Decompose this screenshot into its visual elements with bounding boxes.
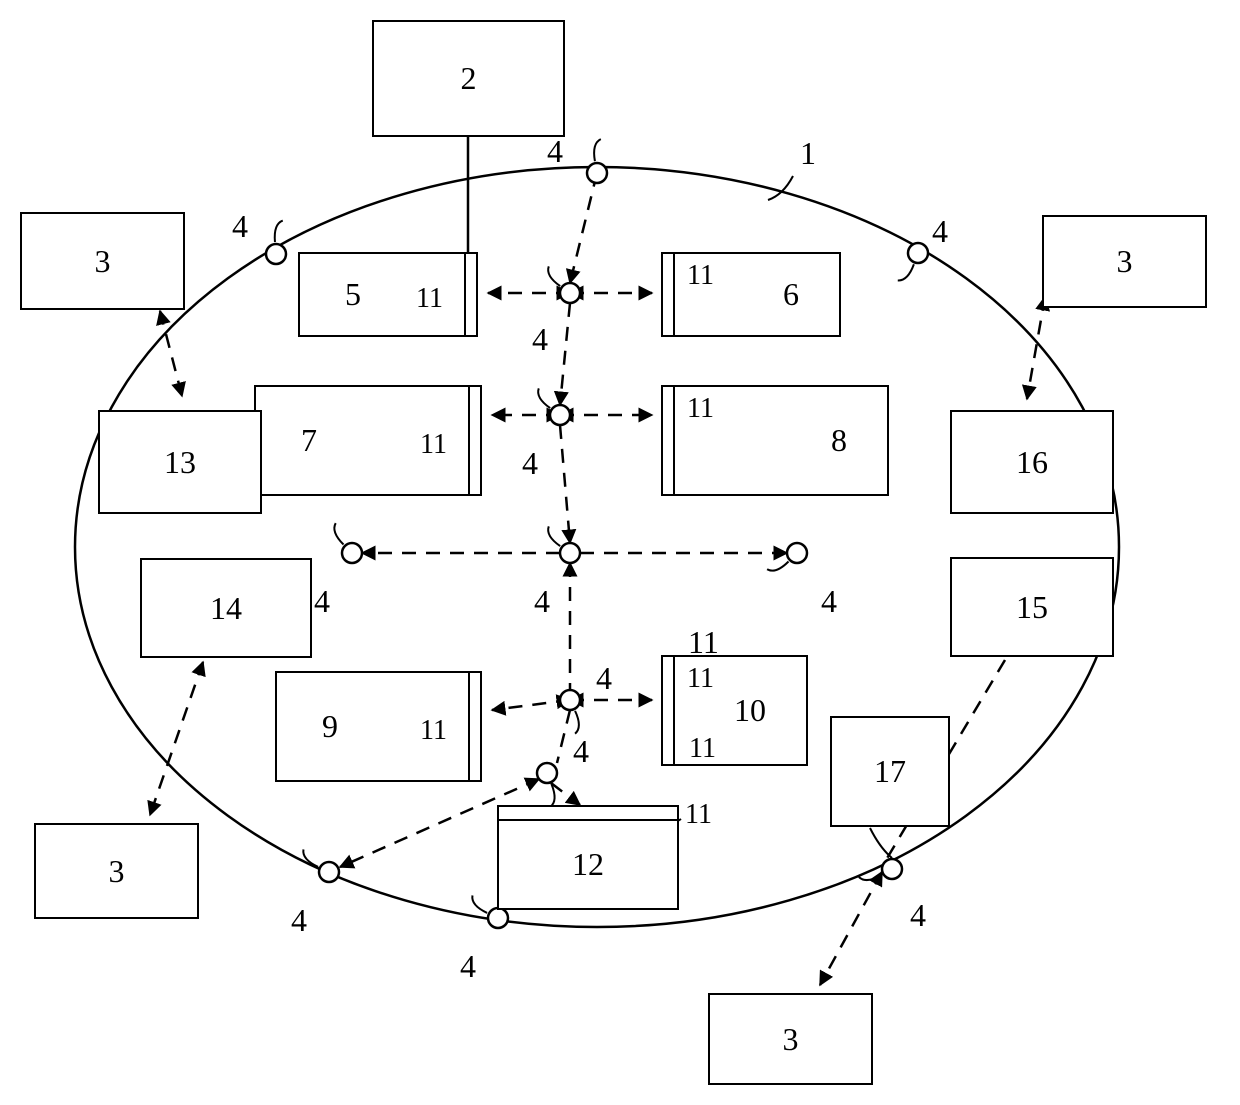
node-label: 4 — [522, 445, 538, 482]
lead-line — [548, 526, 560, 546]
node-4 — [560, 283, 580, 303]
node-label: 4 — [932, 213, 948, 250]
lead-line — [575, 711, 579, 734]
box-9: 9 — [275, 671, 482, 782]
node-4 — [537, 763, 557, 783]
edge — [492, 700, 570, 710]
node-4 — [787, 543, 807, 563]
interface-label: 11 — [688, 624, 719, 661]
interface-label: 11 — [689, 733, 716, 765]
edge — [557, 710, 570, 763]
node-label: 4 — [547, 133, 563, 170]
box-label: 3 — [783, 1021, 799, 1058]
box-3: 3 — [20, 212, 185, 310]
diagram-canvas: 1233335116117118119111011111112111314151… — [0, 0, 1240, 1105]
box-label: 13 — [164, 444, 196, 481]
edge — [560, 425, 570, 543]
node-4 — [560, 690, 580, 710]
node-label: 4 — [596, 660, 612, 697]
lead-line — [767, 561, 788, 570]
box-label: 17 — [874, 753, 906, 790]
node-label: 4 — [460, 948, 476, 985]
interface-strip — [464, 254, 466, 335]
interface-strip — [673, 387, 675, 494]
lead-line — [472, 895, 487, 912]
interface-label: 11 — [685, 799, 712, 831]
box-16: 16 — [950, 410, 1114, 514]
box-5: 5 — [298, 252, 478, 337]
node-4 — [550, 405, 570, 425]
box-10: 10 — [661, 655, 808, 766]
box-label: 3 — [95, 243, 111, 280]
lead-line — [898, 264, 914, 280]
box-3: 3 — [708, 993, 873, 1085]
box-label: 9 — [322, 708, 338, 745]
box-13: 13 — [98, 410, 262, 514]
box-3: 3 — [1042, 215, 1207, 308]
edge — [150, 662, 203, 815]
edge — [820, 872, 882, 985]
box-3: 3 — [34, 823, 199, 919]
interface-strip — [468, 673, 470, 780]
node-label: 4 — [532, 321, 548, 358]
interface-label: 11 — [420, 715, 447, 747]
node-label: 4 — [821, 583, 837, 620]
interface-label: 11 — [687, 663, 714, 695]
node-label: 4 — [573, 733, 589, 770]
interface-label: 11 — [420, 429, 447, 461]
node-4 — [488, 908, 508, 928]
interface-label: 11 — [687, 393, 714, 425]
lead-line — [550, 784, 554, 807]
box-label: 12 — [572, 846, 604, 883]
node-4 — [908, 243, 928, 263]
box-14: 14 — [140, 558, 312, 658]
diagram-svg — [0, 0, 1240, 1105]
box-7: 7 — [254, 385, 482, 496]
box-15: 15 — [950, 557, 1114, 657]
node-4 — [342, 543, 362, 563]
box-17: 17 — [830, 716, 950, 827]
box-label: 6 — [783, 276, 799, 313]
box-label: 15 — [1016, 589, 1048, 626]
node-4 — [560, 543, 580, 563]
box-label: 3 — [1117, 243, 1133, 280]
edge — [570, 173, 597, 283]
box-label: 3 — [109, 853, 125, 890]
lead-line — [538, 388, 550, 408]
lead-line — [275, 221, 283, 242]
interface-label: 11 — [687, 260, 714, 292]
interface-strip — [673, 254, 675, 335]
box-label: 8 — [831, 422, 847, 459]
node-label: 4 — [910, 897, 926, 934]
box-label: 14 — [210, 590, 242, 627]
box-label: 2 — [461, 60, 477, 97]
box-label: 5 — [345, 276, 361, 313]
lead-line — [334, 523, 343, 544]
box-12: 12 — [497, 805, 679, 910]
lead-line — [548, 266, 560, 286]
node-4 — [266, 244, 286, 264]
node-label: 4 — [291, 902, 307, 939]
node-4 — [319, 862, 339, 882]
box-2: 2 — [372, 20, 565, 137]
lead-line — [594, 139, 601, 161]
interface-strip — [468, 387, 470, 494]
node-label: 4 — [232, 208, 248, 245]
box-label: 16 — [1016, 444, 1048, 481]
interface-label: 11 — [416, 283, 443, 315]
ref-label-1: 1 — [800, 135, 816, 172]
interface-strip — [673, 657, 675, 764]
box-label: 7 — [301, 422, 317, 459]
node-4 — [587, 163, 607, 183]
box-label: 10 — [734, 692, 766, 729]
edge — [560, 303, 570, 405]
interface-strip — [499, 819, 677, 821]
node-label: 4 — [534, 583, 550, 620]
edge — [160, 311, 182, 396]
node-label: 4 — [314, 583, 330, 620]
node-4 — [882, 859, 902, 879]
